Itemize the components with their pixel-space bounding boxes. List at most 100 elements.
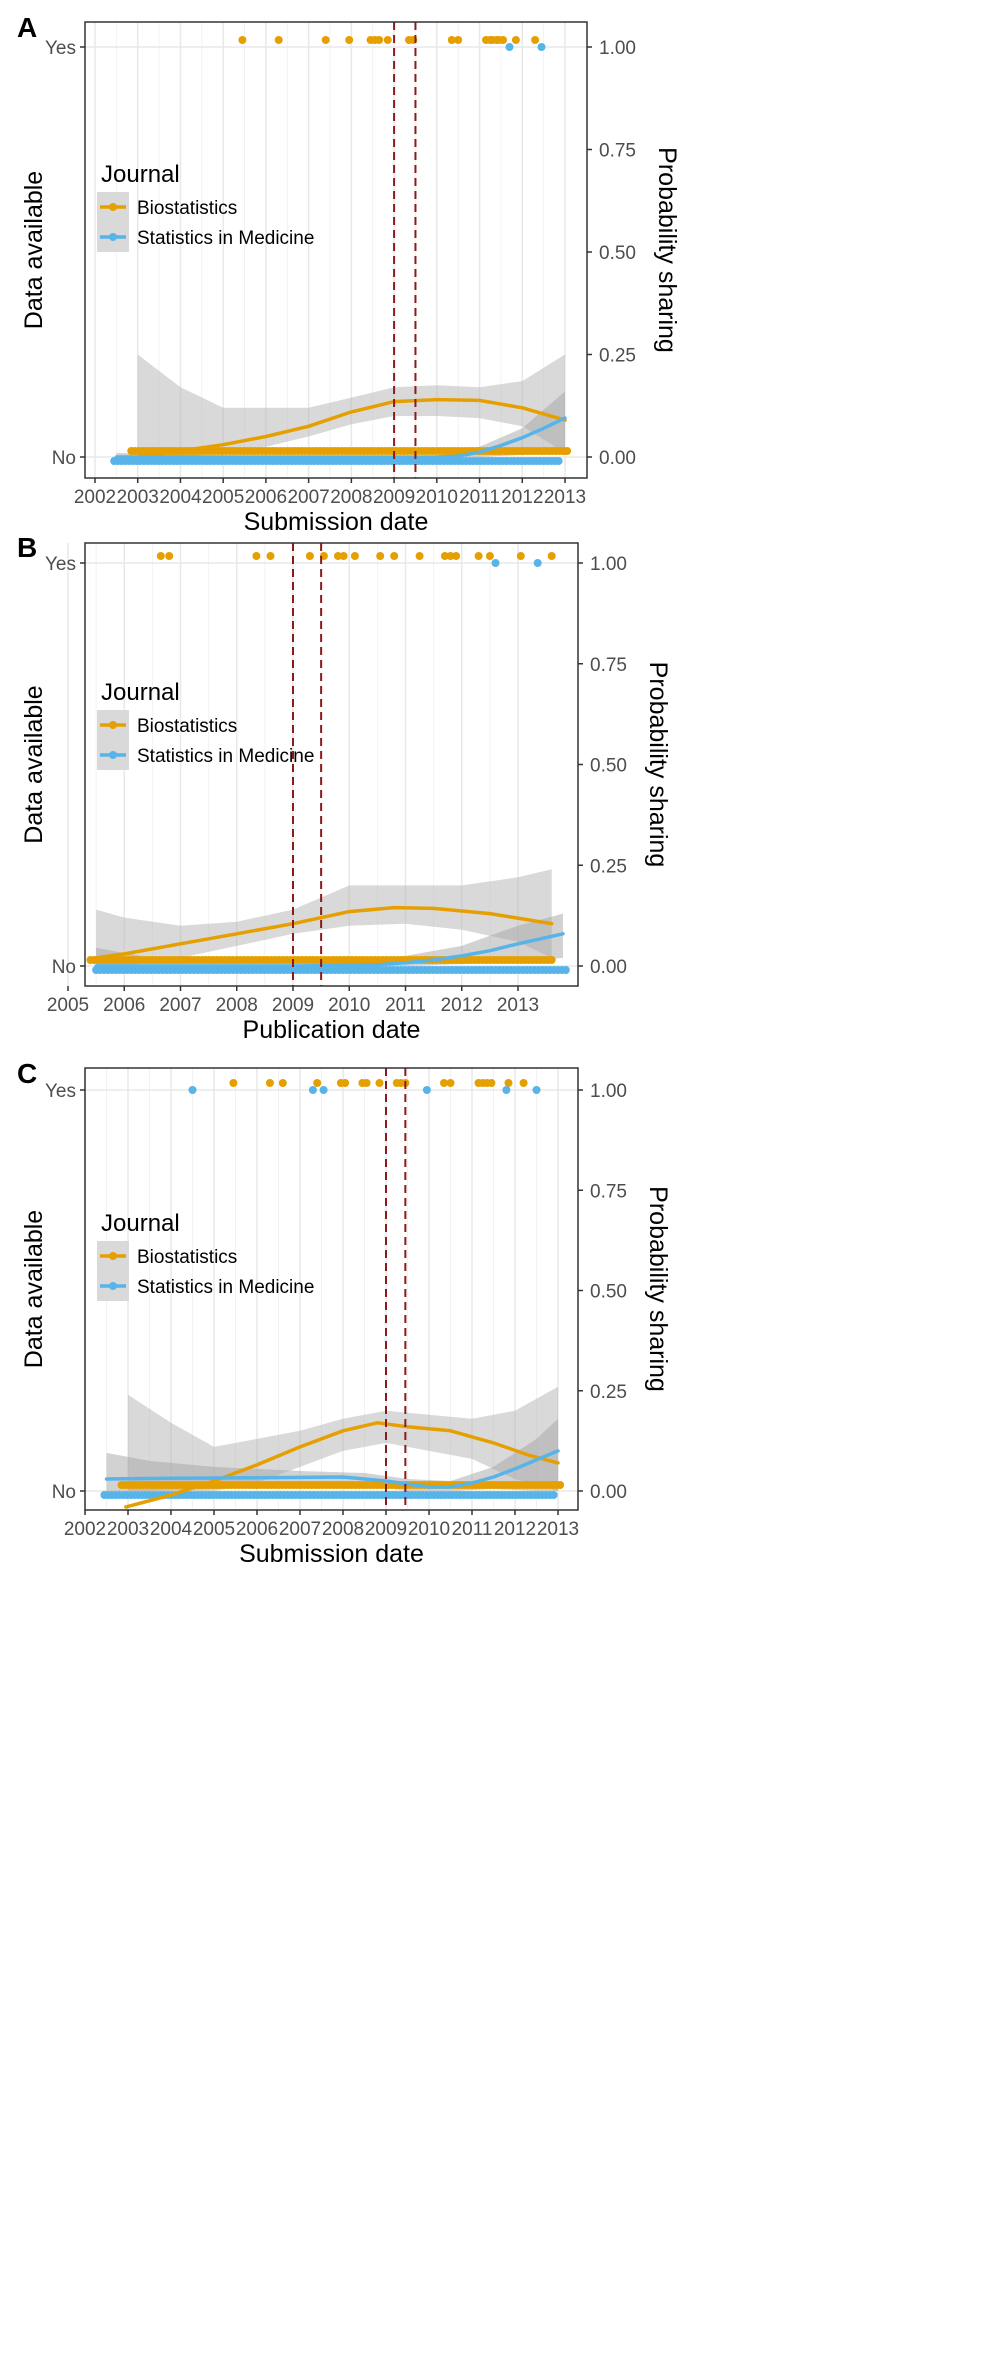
y-right-tick-label: 0.75: [590, 1181, 627, 1202]
legend-label: Statistics in Medicine: [137, 1277, 314, 1298]
confidence-band-biostatistics: [137, 354, 565, 457]
data-point-yes: [274, 36, 283, 44]
data-point-no: [561, 966, 570, 974]
y-right-axis-title: Probability sharing: [644, 662, 672, 868]
x-tick-label: 2013: [497, 995, 539, 1016]
legend: Journal Biostatistics Statistics in Medici…: [97, 679, 314, 770]
legend-label: Biostatistics: [137, 1247, 237, 1268]
x-tick-label: 2012: [494, 1519, 536, 1540]
trend-line-biostatistics: [94, 905, 554, 960]
data-point-yes: [415, 552, 424, 560]
plot-border: [84, 1067, 579, 1511]
data-point-no: [554, 457, 563, 465]
y-right-tick-label: 0.25: [590, 856, 627, 877]
x-tick-label: 2010: [328, 995, 370, 1016]
y-right-tick-label: 0.75: [590, 655, 627, 676]
data-point-no: [556, 1481, 565, 1489]
data-point-yes: [452, 552, 461, 560]
data-point-yes: [422, 1086, 431, 1094]
x-tick-label: 2007: [279, 1519, 321, 1540]
x-tick-label: 2008: [216, 995, 258, 1016]
data-point-yes: [502, 1086, 511, 1094]
data-point-yes: [519, 1079, 528, 1087]
panel-label: C: [17, 1058, 37, 1089]
y-right-axis-title: Probability sharing: [653, 147, 681, 353]
x-tick-label: 2005: [202, 487, 244, 508]
data-point-yes: [383, 36, 392, 44]
data-point-yes: [376, 552, 385, 560]
x-tick-label: 2004: [150, 1519, 193, 1540]
y-right-tick-label: 1.00: [590, 1081, 627, 1102]
data-point-yes: [505, 43, 514, 51]
no-points-biostatistics: [117, 1481, 565, 1489]
legend: Journal Biostatistics Statistics in Medici…: [97, 1210, 314, 1301]
x-tick-label: 2009: [373, 487, 415, 508]
x-tick-label: 2010: [416, 487, 458, 508]
data-point-yes: [485, 552, 494, 560]
data-point-yes: [341, 1079, 350, 1087]
legend-title: Journal: [101, 679, 180, 706]
x-tick-label: 2012: [501, 487, 543, 508]
x-tick-label: 2003: [117, 487, 159, 508]
y-tick-label: Yes: [45, 1081, 76, 1102]
data-point-yes: [511, 36, 520, 44]
data-point-no: [563, 447, 572, 455]
trend-line-biostatistics: [124, 1421, 560, 1509]
legend-key-point: [109, 233, 117, 241]
data-point-yes: [165, 552, 174, 560]
data-point-yes: [321, 36, 330, 44]
trend-line-statistics-in-medicine: [104, 1449, 560, 1489]
y-right-tick-label: 0.25: [590, 1382, 627, 1403]
data-point-yes: [278, 1079, 287, 1087]
data-point-yes: [319, 1086, 328, 1094]
y-tick-label: Yes: [45, 554, 76, 575]
legend-title: Journal: [101, 161, 180, 188]
data-point-yes: [440, 1079, 448, 1087]
y-axis-title: Data available: [20, 171, 48, 329]
data-point-yes: [265, 1079, 274, 1087]
x-tick-label: 2011: [459, 487, 500, 508]
y-right-tick-label: 0.75: [599, 141, 636, 162]
data-point-yes: [188, 1086, 197, 1094]
y-right-tick-label: 0.50: [599, 243, 636, 264]
yes-points-statistics-in-medicine: [505, 43, 546, 51]
x-tick-label: 2010: [408, 1519, 450, 1540]
no-points-biostatistics: [86, 956, 556, 964]
x-tick-label: 2006: [245, 487, 287, 508]
no-points-statistics-in-medicine: [92, 966, 570, 974]
confidence-band-biostatistics: [128, 1386, 558, 1491]
legend-key-point: [109, 751, 117, 759]
panel-label: A: [17, 12, 37, 43]
no-points-biostatistics: [127, 447, 572, 455]
x-axis-title: Publication date: [243, 1016, 421, 1044]
x-tick-label: 2002: [74, 487, 116, 508]
data-point-yes: [305, 552, 314, 560]
plot-border: [84, 21, 588, 479]
x-tick-label: 2008: [322, 1519, 364, 1540]
yes-points-statistics-in-medicine: [188, 1086, 541, 1094]
legend-key-point: [109, 1252, 117, 1260]
legend-label: Statistics in Medicine: [137, 228, 314, 249]
data-point-yes: [454, 36, 463, 44]
data-point-yes: [446, 1079, 455, 1087]
data-point-no: [547, 956, 556, 964]
data-point-yes: [390, 552, 399, 560]
y-axis-title: Data available: [20, 685, 48, 843]
data-point-yes: [156, 552, 165, 560]
data-point-yes: [350, 552, 359, 560]
data-point-yes: [334, 552, 342, 560]
y-right-tick-label: 1.00: [599, 38, 636, 59]
y-tick-label: No: [52, 1482, 76, 1503]
x-tick-label: 2005: [193, 1519, 235, 1540]
yes-points-biostatistics: [238, 36, 540, 44]
no-points-statistics-in-medicine: [110, 457, 563, 465]
x-tick-label: 2013: [544, 487, 586, 508]
y-right-tick-label: 0.50: [590, 1282, 627, 1303]
x-tick-label: 2011: [385, 995, 426, 1016]
data-point-yes: [446, 552, 455, 560]
x-tick-label: 2012: [441, 995, 483, 1016]
x-axis-title: Submission date: [244, 508, 429, 536]
